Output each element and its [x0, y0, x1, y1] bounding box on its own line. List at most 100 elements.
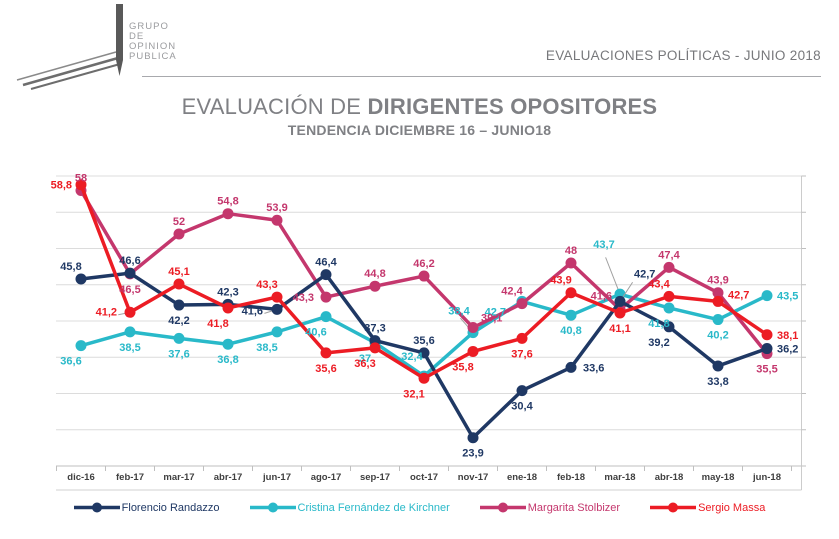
- x-axis-label-jun-17: jun-17: [262, 472, 291, 483]
- x-axis-label-oct-17: oct-17: [410, 472, 438, 483]
- data-label-sergio-massa-abr-17: 41,8: [207, 318, 228, 330]
- data-label-margarita-stolbizer-sep-17: 44,8: [364, 268, 385, 280]
- data-point-margarita-stolbizer-abr-18: [663, 261, 675, 273]
- data-label-sergio-massa-feb-17: 41,2: [96, 306, 117, 318]
- data-label-margarita-stolbizer-nov-17: 39,1: [481, 313, 502, 325]
- data-point-sergio-massa-nov-17: [467, 345, 479, 357]
- data-label-sergio-massa-nov-17: 35,8: [452, 361, 473, 373]
- data-label-margarita-stolbizer-ago-17: 43,3: [293, 292, 314, 304]
- data-point-florencio-randazzo-oct-17: [418, 347, 430, 359]
- logo-line: GRUPO: [129, 21, 169, 32]
- legend-swatch-icon: [479, 502, 526, 513]
- data-point-florencio-randazzo-jun-18: [761, 343, 773, 355]
- legend-swatch-icon: [249, 502, 296, 513]
- data-point-florencio-randazzo-feb-18: [565, 361, 577, 373]
- data-label-sergio-massa-jun-18: 38,1: [777, 330, 798, 342]
- data-point-sergio-massa-jun-17: [271, 291, 283, 303]
- data-point-florencio-randazzo-may-18: [712, 360, 724, 372]
- data-label-cristina-fernandez-de-kirchner-dic-16: 36,6: [60, 356, 81, 368]
- data-label-sergio-massa-ene-18: 37,6: [511, 348, 532, 360]
- data-point-margarita-stolbizer-ene-18: [516, 298, 528, 310]
- data-label-florencio-randazzo-feb-18: 33,6: [583, 362, 604, 374]
- data-point-sergio-massa-may-18: [712, 295, 724, 307]
- data-label-cristina-fernandez-de-kirchner-jun-17: 38,5: [256, 342, 277, 354]
- data-point-florencio-randazzo-dic-16: [75, 273, 87, 285]
- data-label-margarita-stolbizer-jun-17: 53,9: [266, 202, 287, 214]
- chart-title: EVALUACIÓN DE DIRIGENTES OPOSITORES: [0, 94, 839, 120]
- chart-title-prefix: EVALUACIÓN DE: [181, 94, 368, 119]
- data-point-sergio-massa-mar-18: [614, 307, 626, 319]
- data-point-margarita-stolbizer-sep-17: [369, 280, 381, 292]
- data-point-florencio-randazzo-ene-18: [516, 385, 528, 397]
- data-point-margarita-stolbizer-mar-17: [173, 228, 185, 240]
- logo-line: OPINION: [129, 41, 177, 52]
- data-label-margarita-stolbizer-feb-17: 46,5: [119, 284, 140, 296]
- data-point-sergio-massa-jun-18: [761, 329, 773, 341]
- data-point-margarita-stolbizer-feb-18: [565, 257, 577, 269]
- data-label-sergio-massa-mar-18: 41,1: [609, 323, 630, 335]
- x-axis-label-mar-18: mar-18: [604, 472, 635, 483]
- data-label-cristina-fernandez-de-kirchner-feb-18: 40,8: [560, 325, 581, 337]
- legend-label: Margarita Stolbizer: [527, 501, 621, 514]
- logo-line: PUBLICA: [129, 51, 177, 62]
- data-point-florencio-randazzo-mar-18: [614, 295, 626, 307]
- data-point-cristina-fernandez-de-kirchner-mar-17: [173, 332, 185, 344]
- legend-item-margarita-stolbizer: Margarita Stolbizer: [479, 501, 621, 514]
- data-point-sergio-massa-dic-16: [75, 179, 87, 191]
- data-point-sergio-massa-ene-18: [516, 332, 528, 344]
- data-point-cristina-fernandez-de-kirchner-may-18: [712, 314, 724, 326]
- gop-logo: GRUPO DE OPINION PUBLICA: [15, 2, 215, 90]
- legend-swatch-icon: [650, 502, 697, 513]
- data-point-florencio-randazzo-nov-17: [467, 432, 479, 444]
- data-label-florencio-randazzo-abr-17: 42,3: [217, 286, 238, 298]
- data-point-florencio-randazzo-ago-17: [320, 269, 332, 281]
- x-axis-label-ene-18: ene-18: [507, 472, 537, 483]
- x-axis-label-dic-16: dic-16: [67, 472, 94, 483]
- data-point-margarita-stolbizer-jun-17: [271, 214, 283, 226]
- x-axis-label-feb-17: feb-17: [116, 472, 144, 483]
- data-label-sergio-massa-oct-17: 32,1: [403, 388, 424, 400]
- data-point-sergio-massa-abr-18: [663, 290, 675, 302]
- x-axis-label-ago-17: ago-17: [311, 472, 342, 483]
- data-point-sergio-massa-ago-17: [320, 347, 332, 359]
- data-label-florencio-randazzo-ago-17: 46,4: [315, 257, 337, 269]
- data-point-margarita-stolbizer-may-18: [712, 287, 724, 299]
- data-label-margarita-stolbizer-mar-17: 52: [173, 216, 185, 228]
- data-label-florencio-randazzo-mar-17: 42,2: [168, 315, 189, 327]
- data-point-sergio-massa-sep-17: [369, 342, 381, 354]
- chart-title-bold: DIRIGENTES OPOSITORES: [367, 94, 658, 119]
- data-label-sergio-massa-abr-18: 43,4: [648, 278, 670, 290]
- data-label-margarita-stolbizer-jun-18: 35,5: [756, 364, 777, 376]
- data-label-cristina-fernandez-de-kirchner-oct-17: 32,4: [401, 351, 423, 363]
- data-point-cristina-fernandez-de-kirchner-feb-18: [565, 309, 577, 321]
- x-axis-label-feb-18: feb-18: [557, 472, 585, 483]
- data-point-sergio-massa-feb-17: [124, 306, 136, 318]
- data-point-cristina-fernandez-de-kirchner-dic-16: [75, 340, 87, 352]
- data-label-florencio-randazzo-jun-18: 36,2: [777, 344, 798, 356]
- data-label-cristina-fernandez-de-kirchner-abr-17: 36,8: [217, 354, 238, 366]
- data-label-sergio-massa-dic-16: 58,8: [51, 180, 72, 192]
- data-label-cristina-fernandez-de-kirchner-mar-17: 37,6: [168, 348, 189, 360]
- data-label-margarita-stolbizer-dic-16: 58: [75, 173, 87, 185]
- x-axis-label-may-18: may-18: [702, 472, 735, 483]
- data-label-margarita-stolbizer-oct-17: 46,2: [413, 258, 434, 270]
- data-label-sergio-massa-jun-17: 43,3: [256, 279, 277, 291]
- legend-item-sergio-massa: Sergio Massa: [650, 501, 765, 514]
- data-label-florencio-randazzo-nov-17: 23,9: [462, 448, 483, 460]
- chart-legend: Florencio Randazzo Cristina Fernández de …: [0, 501, 839, 514]
- data-label-florencio-randazzo-jun-17: 41,6: [242, 305, 263, 317]
- legend-item-florencio-randazzo: Florencio Randazzo: [73, 501, 220, 514]
- data-label-cristina-fernandez-de-kirchner-feb-17: 38,5: [119, 342, 140, 354]
- data-label-florencio-randazzo-abr-18: 39,2: [648, 337, 669, 349]
- data-label-cristina-fernandez-de-kirchner-sep-17: 37: [359, 353, 371, 365]
- data-label-margarita-stolbizer-abr-18: 47,4: [658, 249, 680, 261]
- logo-line: DE: [129, 31, 145, 42]
- data-label-florencio-randazzo-dic-16: 45,8: [60, 261, 81, 273]
- data-point-florencio-randazzo-abr-18: [663, 321, 675, 333]
- data-point-cristina-fernandez-de-kirchner-jun-17: [271, 326, 283, 338]
- data-label-margarita-stolbizer-abr-17: 54,8: [217, 196, 238, 208]
- legend-label: Florencio Randazzo: [121, 501, 220, 514]
- data-point-sergio-massa-mar-17: [173, 278, 185, 290]
- data-point-sergio-massa-feb-18: [565, 287, 577, 299]
